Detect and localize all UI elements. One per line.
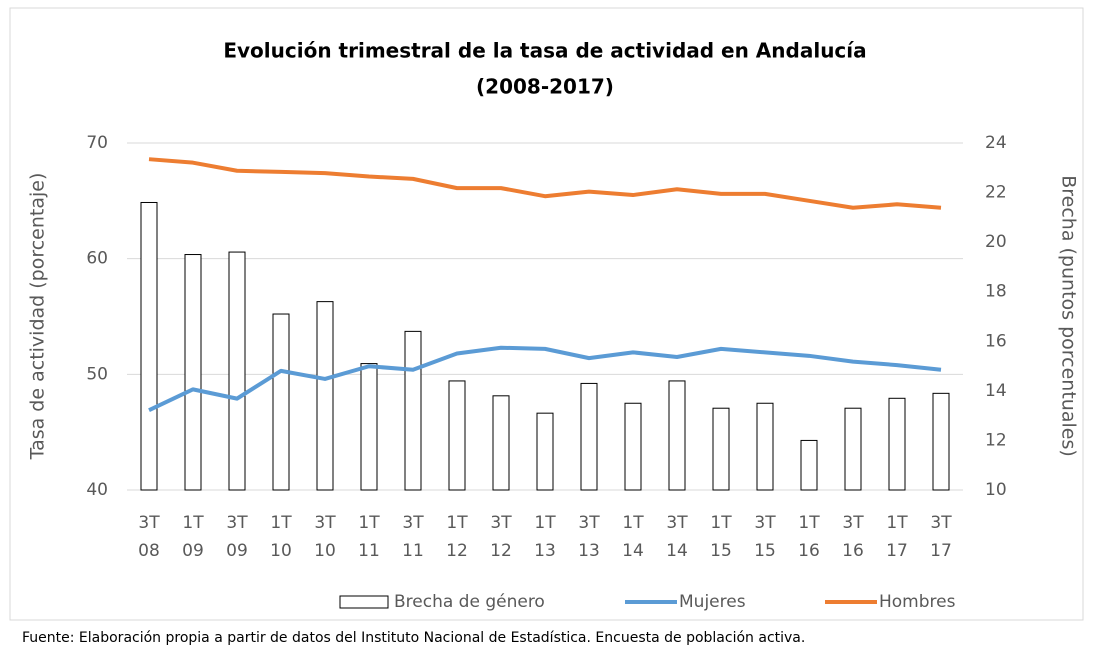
x-tick-label: 12 [446,541,468,561]
x-tick-label: 10 [270,541,292,561]
bar [140,201,158,491]
x-tick-label: 3T [490,513,512,533]
line [148,345,942,412]
y-tick-label: 50 [86,364,108,384]
bar [184,254,202,491]
bar [536,412,554,491]
bar [272,313,290,491]
x-tick-label: 1T [886,513,908,533]
x-tick-label: 17 [930,541,952,561]
x-tick-label: 16 [842,541,864,561]
bar [756,402,774,491]
bar [932,392,950,491]
bar [492,395,510,491]
x-tick-label: 16 [798,541,820,561]
x-tick-label: 11 [358,541,380,561]
y-axis-label: Tasa de actividad (porcentaje) [27,173,49,461]
legend-label: Mujeres [679,592,746,612]
x-tick-label: 3T [226,513,248,533]
y-tick-label: 60 [86,249,108,269]
x-tick-label: 09 [182,541,204,561]
x-tick-label: 1T [446,513,468,533]
x-tick-label: 3T [666,513,688,533]
bar [580,382,598,491]
x-tick-label: 10 [314,541,336,561]
y2-tick-label: 10 [985,480,1007,500]
x-tick-label: 3T [578,513,600,533]
bar [844,407,862,491]
x-tick-label: 13 [578,541,600,561]
y2-tick-label: 18 [985,282,1007,302]
x-tick-label: 3T [314,513,336,533]
x-tick-label: 08 [138,541,160,561]
legend-label: Hombres [879,592,956,612]
x-tick-label: 15 [710,541,732,561]
x-tick-label: 1T [798,513,820,533]
x-tick-label: 12 [490,541,512,561]
x-tick-label: 1T [534,513,556,533]
bar [800,439,818,491]
bar [668,380,686,491]
x-tick-label: 3T [842,513,864,533]
chart-title: (2008-2017) [476,75,614,99]
y-tick-label: 40 [86,480,108,500]
x-tick-label: 1T [710,513,732,533]
x-tick-label: 15 [754,541,776,561]
bar [360,363,378,491]
x-tick-label: 3T [402,513,424,533]
bar [404,330,422,491]
y2-tick-label: 24 [985,133,1007,153]
bar [448,380,466,491]
chart-title: Evolución trimestral de la tasa de activ… [223,39,866,63]
y-tick-label: 70 [86,133,108,153]
bar [316,301,334,491]
x-tick-label: 1T [622,513,644,533]
x-tick-label: 09 [226,541,248,561]
bar [228,251,246,491]
y2-tick-label: 14 [985,381,1007,401]
x-tick-label: 3T [754,513,776,533]
bar [624,402,642,491]
x-tick-label: 14 [666,541,688,561]
x-tick-label: 17 [886,541,908,561]
x-tick-label: 11 [402,541,424,561]
bar [712,407,730,491]
y2-tick-label: 20 [985,232,1007,252]
line [148,157,942,210]
x-tick-label: 1T [358,513,380,533]
y2-tick-label: 22 [985,183,1007,203]
legend-label: Brecha de género [394,592,545,612]
x-tick-label: 1T [270,513,292,533]
bar [888,397,906,491]
x-tick-label: 1T [182,513,204,533]
y2-tick-label: 16 [985,331,1007,351]
x-tick-label: 3T [930,513,952,533]
source-note: Fuente: Elaboración propia a partir de d… [22,630,805,646]
x-tick-label: 13 [534,541,556,561]
y2-tick-label: 12 [985,430,1007,450]
legend-swatch [339,595,389,609]
x-tick-label: 3T [138,513,160,533]
x-tick-label: 14 [622,541,644,561]
y2-axis-label: Brecha (puntos porcentuales) [1058,175,1080,457]
